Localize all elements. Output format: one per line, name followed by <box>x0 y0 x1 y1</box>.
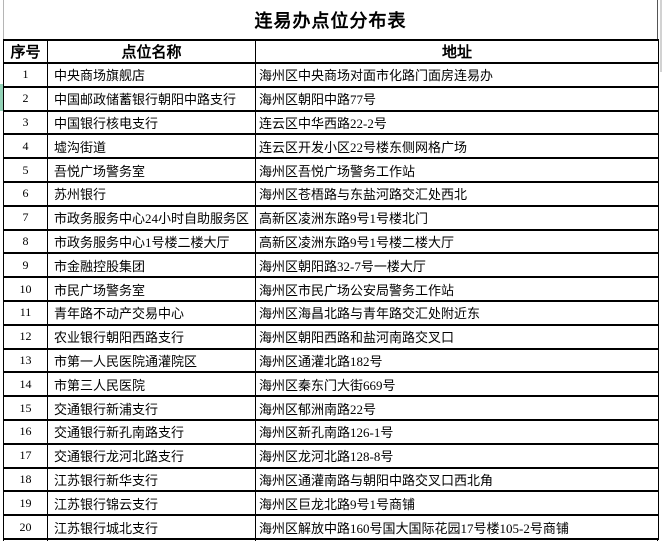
table-cell-name: 江苏银行新华支行 <box>47 466 256 493</box>
table-cell-addr: 海州区海昌北路与青年路交汇处附近东 <box>255 299 659 326</box>
table-cell-name: 青年路不动产交易中心 <box>47 299 256 326</box>
table-cell-name: 中央商场旗舰店 <box>47 62 256 88</box>
table-cell-addr: 海州区朝阳路32-7号一楼大厅 <box>255 252 659 279</box>
table-row: 1 中央商场旗舰店 海州区中央商场对面市化路门面房连易办 <box>3 62 659 88</box>
table-row: 12 农业银行朝阳西路支行 海州区朝阳西路和盐河南路交叉口 <box>3 323 659 350</box>
table-row: 2 中国邮政储蓄银行朝阳中路支行 海州区朝阳中路77号 <box>3 85 659 112</box>
table-row: 4 墟沟街道 连云区开发小区22号楼东侧网格广场 <box>3 133 659 160</box>
table-cell-addr: 海州区解放中路160号国大国际花园17号楼105-2号商铺 <box>255 514 659 540</box>
table-row: 3 中国银行核电支行 连云区中华西路22-2号 <box>3 109 659 136</box>
table-cell-addr: 海州区苍梧路与东盐河路交汇处西北 <box>255 180 659 207</box>
table-cell-no: 17 <box>3 442 48 469</box>
table-cell-no: 6 <box>3 180 48 207</box>
table-cell-name: 苏州银行 <box>47 180 256 207</box>
table-cell-no: 4 <box>3 133 48 160</box>
title-band: 连易办点位分布表 <box>3 0 658 39</box>
table-cell-addr: 海州区秦东门大街669号 <box>255 371 659 398</box>
left-accent-strip <box>0 84 4 111</box>
table-cell-no: 7 <box>3 204 48 231</box>
header-addr: 地址 <box>255 39 659 64</box>
table-cell-name: 市政务服务中心1号楼二楼大厅 <box>47 228 256 255</box>
table-cell-no: 14 <box>3 371 48 398</box>
table-cell-no: 8 <box>3 228 48 255</box>
table-cell-no: 11 <box>3 299 48 326</box>
table-cell-addr: 海州区通灌北路182号 <box>255 347 659 374</box>
table-row: 16 交通银行新孔南路支行 海州区新孔南路126-1号 <box>3 418 659 445</box>
table-cell-addr: 海州区吾悦广场警务工作站 <box>255 157 659 183</box>
table-cell-addr: 海州区巨龙北路9号1号商铺 <box>255 490 659 517</box>
table-cell-no: 1 <box>3 62 48 88</box>
table-cell-addr: 海州区朝阳中路77号 <box>255 85 659 112</box>
table-cell-addr: 连云区开发小区22号楼东侧网格广场 <box>255 133 659 160</box>
table-row: 20 江苏银行城北支行 海州区解放中路160号国大国际花园17号楼105-2号商铺 <box>3 514 659 540</box>
next-row-stub <box>657 538 658 541</box>
header-no: 序号 <box>3 39 48 64</box>
table-cell-no: 19 <box>3 490 48 517</box>
points-table: 序号 点位名称 地址 1 中央商场旗舰店 海州区中央商场对面市化路门面房连易办 2 中国… <box>3 39 659 540</box>
table-cell-name: 江苏银行锦云支行 <box>47 490 256 517</box>
table-cell-no: 13 <box>3 347 48 374</box>
table-row: 15 交通银行新浦支行 海州区郁洲南路22号 <box>3 395 659 421</box>
table-cell-name: 交通银行新浦支行 <box>47 395 256 421</box>
table-cell-name: 交通银行新孔南路支行 <box>47 418 256 445</box>
table-cell-addr: 海州区龙河北路128-8号 <box>255 442 659 469</box>
next-row-stub <box>47 538 48 541</box>
table-cell-name: 交通银行龙河北路支行 <box>47 442 256 469</box>
table-cell-name: 中国邮政储蓄银行朝阳中路支行 <box>47 85 256 112</box>
table-cell-addr: 高新区凌洲东路9号1号楼北门 <box>255 204 659 231</box>
table-row: 18 江苏银行新华支行 海州区通灌南路与朝阳中路交叉口西北角 <box>3 466 659 493</box>
right-edge-strip <box>660 0 662 72</box>
table-body: 1 中央商场旗舰店 海州区中央商场对面市化路门面房连易办 2 中国邮政储蓄银行朝阳中路支… <box>3 62 659 540</box>
table-cell-name: 吾悦广场警务室 <box>47 157 256 183</box>
table-cell-name: 农业银行朝阳西路支行 <box>47 323 256 350</box>
table-row: 11 青年路不动产交易中心 海州区海昌北路与青年路交汇处附近东 <box>3 299 659 326</box>
table-cell-addr: 海州区市民广场公安局警务工作站 <box>255 276 659 302</box>
table-cell-addr: 海州区中央商场对面市化路门面房连易办 <box>255 62 659 88</box>
table-cell-no: 9 <box>3 252 48 279</box>
table-row: 10 市民广场警务室 海州区市民广场公安局警务工作站 <box>3 276 659 302</box>
table-cell-no: 5 <box>3 157 48 183</box>
table-cell-name: 市第一人民医院通灌院区 <box>47 347 256 374</box>
table-cell-addr: 海州区朝阳西路和盐河南路交叉口 <box>255 323 659 350</box>
table-row: 14 市第三人民医院 海州区秦东门大街669号 <box>3 371 659 398</box>
table-cell-no: 3 <box>3 109 48 136</box>
table-cell-name: 中国银行核电支行 <box>47 109 256 136</box>
table-cell-no: 10 <box>3 276 48 302</box>
table-row: 9 市金融控股集团 海州区朝阳路32-7号一楼大厅 <box>3 252 659 279</box>
table-cell-no: 20 <box>3 514 48 540</box>
table-row: 7 市政务服务中心24小时自助服务区 高新区凌洲东路9号1号楼北门 <box>3 204 659 231</box>
distribution-table: 连易办点位分布表 序号 点位名称 地址 1 中央商场旗舰店 海州区中央商场对面市化路… <box>3 0 659 540</box>
table-row: 13 市第一人民医院通灌院区 海州区通灌北路182号 <box>3 347 659 374</box>
table-row: 6 苏州银行 海州区苍梧路与东盐河路交汇处西北 <box>3 180 659 207</box>
table-row: 17 交通银行龙河北路支行 海州区龙河北路128-8号 <box>3 442 659 469</box>
header-row: 序号 点位名称 地址 <box>3 39 659 64</box>
table-cell-addr: 海州区通灌南路与朝阳中路交叉口西北角 <box>255 466 659 493</box>
table-cell-no: 18 <box>3 466 48 493</box>
table-cell-addr: 海州区郁洲南路22号 <box>255 395 659 421</box>
table-row: 8 市政务服务中心1号楼二楼大厅 高新区凌洲东路9号1号楼二楼大厅 <box>3 228 659 255</box>
table-row: 5 吾悦广场警务室 海州区吾悦广场警务工作站 <box>3 157 659 183</box>
header-name: 点位名称 <box>47 39 256 64</box>
table-cell-no: 12 <box>3 323 48 350</box>
next-row-stub <box>255 538 256 541</box>
table-row: 19 江苏银行锦云支行 海州区巨龙北路9号1号商铺 <box>3 490 659 517</box>
table-cell-addr: 连云区中华西路22-2号 <box>255 109 659 136</box>
table-cell-name: 墟沟街道 <box>47 133 256 160</box>
table-cell-name: 市第三人民医院 <box>47 371 256 398</box>
table-cell-no: 2 <box>3 85 48 112</box>
next-row-stub <box>3 538 4 541</box>
page-title: 连易办点位分布表 <box>254 10 407 31</box>
table-cell-no: 15 <box>3 395 48 421</box>
table-header: 序号 点位名称 地址 <box>3 39 659 64</box>
table-cell-name: 市政务服务中心24小时自助服务区 <box>47 204 256 231</box>
table-cell-name: 市民广场警务室 <box>47 276 256 302</box>
table-cell-name: 市金融控股集团 <box>47 252 256 279</box>
table-cell-name: 江苏银行城北支行 <box>47 514 256 540</box>
table-cell-no: 16 <box>3 418 48 445</box>
table-cell-addr: 海州区新孔南路126-1号 <box>255 418 659 445</box>
table-cell-addr: 高新区凌洲东路9号1号楼二楼大厅 <box>255 228 659 255</box>
